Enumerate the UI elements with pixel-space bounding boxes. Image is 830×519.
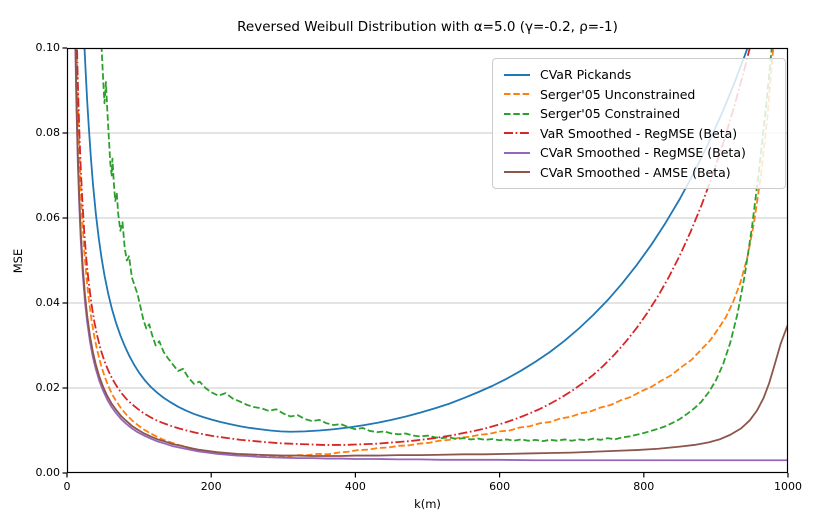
y-tick-label-0.04: 0.04 xyxy=(35,296,61,309)
axes-spines xyxy=(66,47,789,474)
legend-item-serger-05-unconstrained: Serger'05 Unconstrained xyxy=(503,85,775,105)
y-axis-label: MSE xyxy=(11,248,25,274)
legend-item-var-smoothed-regmse-beta: VaR Smoothed - RegMSE (Beta) xyxy=(503,124,775,144)
legend-item-serger-05-constrained: Serger'05 Constrained xyxy=(503,104,775,124)
legend-line-sample-cvar-smoothed-amse-beta xyxy=(504,171,530,174)
legend-label-cvar-smoothed-regmse-beta: CVaR Smoothed - RegMSE (Beta) xyxy=(540,145,746,161)
series-line-var-smoothed-regmse-beta xyxy=(76,48,751,446)
x-tick-label-0: 0 xyxy=(63,480,71,493)
series-line-serger-05-unconstrained xyxy=(75,48,775,458)
series-line-cvar-pickands xyxy=(83,48,749,433)
x-tick-label-1000: 1000 xyxy=(774,480,802,493)
y-tick-label-0.08: 0.08 xyxy=(35,126,61,139)
x-tick-label-800: 800 xyxy=(633,480,655,493)
legend-item-cvar-smoothed-amse-beta: CVaR Smoothed - AMSE (Beta) xyxy=(503,163,775,183)
legend-item-cvar-pickands: CVaR Pickands xyxy=(503,65,775,85)
legend-label-serger-05-constrained: Serger'05 Constrained xyxy=(540,106,681,122)
series-line-cvar-smoothed-amse-beta xyxy=(74,48,788,457)
x-axis-label: k(m) xyxy=(414,497,441,511)
legend-line-sample-cvar-pickands xyxy=(504,73,530,76)
series-line-cvar-smoothed-regmse-beta xyxy=(74,48,788,462)
legend: CVaR Pickands Serger'05 Unconstrained Serg… xyxy=(492,58,786,189)
legend-line-sample-serger-05-constrained xyxy=(504,112,530,115)
plot-area xyxy=(62,47,789,478)
legend-line-sample-cvar-smoothed-regmse-beta xyxy=(504,151,530,154)
legend-item-cvar-smoothed-regmse-beta: CVaR Smoothed - RegMSE (Beta) xyxy=(503,143,775,163)
legend-line-sample-serger-05-unconstrained xyxy=(504,93,530,96)
y-tick-label-0.06: 0.06 xyxy=(35,211,61,224)
series-line-serger-05-constrained xyxy=(100,48,773,443)
x-tick-label-600: 600 xyxy=(489,480,511,493)
legend-label-cvar-smoothed-amse-beta: CVaR Smoothed - AMSE (Beta) xyxy=(540,164,731,180)
chart-title: Reversed Weibull Distribution with α=5.0… xyxy=(237,19,618,35)
y-tick-label-0.02: 0.02 xyxy=(35,381,61,394)
y-tick-label-0.10: 0.10 xyxy=(35,41,61,54)
legend-label-cvar-pickands: CVaR Pickands xyxy=(540,67,632,83)
x-tick-label-400: 400 xyxy=(344,480,366,493)
y-tick-label-0.00: 0.00 xyxy=(35,466,61,479)
legend-label-var-smoothed-regmse-beta: VaR Smoothed - RegMSE (Beta) xyxy=(540,125,738,141)
x-tick-label-200: 200 xyxy=(200,480,222,493)
legend-line-sample-var-smoothed-regmse-beta xyxy=(504,132,530,135)
legend-label-serger-05-unconstrained: Serger'05 Unconstrained xyxy=(540,86,696,102)
